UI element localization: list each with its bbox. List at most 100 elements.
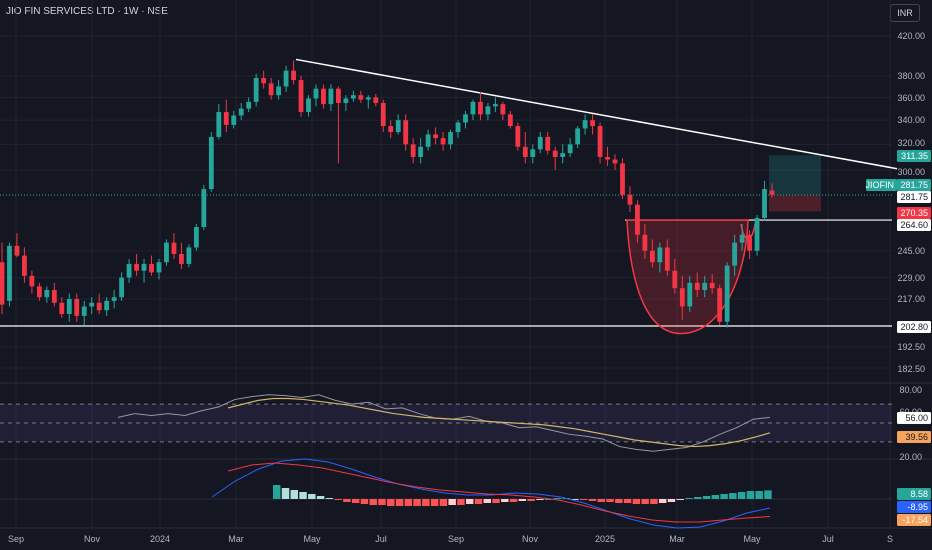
macd-histogram-bar [623, 499, 632, 503]
candle-body [134, 263, 139, 271]
candle-body [0, 262, 5, 305]
macd-histogram-bar [457, 499, 465, 505]
macd-histogram-bar [553, 498, 562, 499]
candle-body [657, 247, 663, 263]
candle-body [597, 126, 603, 157]
axes: Sep Nov 2024 Mar May Jul Sep Nov 2025 Mar May Jul S 4… [8, 31, 925, 544]
stop-price-label-bg [897, 207, 931, 219]
candle-body [732, 242, 738, 266]
candle-body [96, 302, 102, 311]
candle-body [545, 136, 551, 151]
macd-histogram-bar [711, 495, 720, 499]
macd-histogram-bar [694, 497, 702, 499]
macd-histogram-bar [702, 496, 711, 499]
macd-histogram-bar [413, 499, 421, 506]
candle-body [119, 277, 125, 298]
candle-body [485, 106, 491, 115]
candle-body [717, 288, 723, 322]
candle-body [440, 138, 446, 145]
y-tick-label: 192.50 [897, 342, 925, 352]
macd-histogram-bar [404, 499, 413, 506]
stop-price-label: 270.35 [900, 208, 928, 218]
signal-value-label-bg [897, 514, 931, 526]
candle-body [470, 101, 476, 115]
candle-body [694, 282, 700, 290]
candle-body [762, 189, 767, 218]
candle-body [612, 159, 618, 164]
y-tick-label: 245.00 [897, 246, 925, 256]
neckline-price-label-bg [897, 219, 931, 231]
resistance-trendline [295, 58, 898, 170]
macd-histogram-bar [685, 498, 693, 499]
candle-body [59, 302, 65, 315]
macd-histogram-bar [509, 499, 518, 502]
candle-body [156, 262, 162, 273]
entry-price-label: 281.75 [900, 192, 928, 202]
y-tick-label: 229.00 [897, 273, 925, 283]
x-tick-label: May [303, 534, 321, 544]
rsi-ma-line [227, 397, 771, 448]
candle-body [328, 88, 334, 105]
candle-body [702, 282, 708, 290]
y-tick-label: 217.00 [897, 294, 925, 304]
candle-body [111, 297, 117, 301]
candle-body [492, 104, 498, 107]
candles [0, 60, 775, 328]
macd-histogram-bar [325, 498, 334, 499]
candle-body [268, 83, 274, 96]
target-price-label: 311.35 [901, 151, 928, 161]
y-tick-label: 420.00 [897, 31, 925, 41]
macd-histogram-bar [641, 499, 649, 504]
candle-body [126, 263, 132, 278]
macd-histogram-bar [746, 491, 755, 499]
candle-body [44, 289, 50, 298]
candle-body [642, 234, 648, 251]
macd-histogram-bar [544, 499, 553, 500]
candle-body [649, 250, 655, 263]
candle-body [81, 306, 87, 316]
candle-body [605, 156, 610, 160]
candle-body [208, 136, 214, 190]
y-tick-label: 360.00 [897, 93, 925, 103]
entry-price-label-bg [897, 191, 931, 203]
chart-title: JIO FIN SERVICES LTD · 1W · NSE [6, 6, 168, 17]
candle-body [575, 128, 581, 145]
candle-body [365, 97, 371, 100]
macd-histogram-bar [387, 499, 395, 506]
macd-histogram-bar [308, 494, 316, 499]
x-tick-label: Nov [522, 534, 539, 544]
candle-body [66, 299, 72, 315]
macd-histogram-bar [729, 493, 737, 499]
candle-body [350, 95, 356, 99]
macd-histogram-bar [465, 499, 474, 504]
macd-histogram-bar [527, 499, 535, 501]
candle-body [672, 270, 678, 289]
y-tick-label: 182.50 [897, 364, 925, 374]
candle-body [36, 286, 42, 298]
candle-body [463, 114, 468, 123]
candle-body [186, 247, 192, 264]
candle-body [141, 263, 147, 271]
candle-body [679, 288, 685, 307]
rsi-band [0, 404, 892, 442]
candle-body [635, 204, 640, 235]
candle-body [253, 77, 259, 102]
candle-body [418, 146, 424, 157]
macd-histogram-bar [597, 499, 606, 502]
macd-histogram-bar [290, 490, 298, 499]
candle-body [627, 194, 633, 205]
candle-body [560, 153, 566, 157]
macd-histogram-bar [351, 499, 360, 503]
rsi-tick-label: 80.00 [899, 385, 922, 395]
macd-histogram-bar [606, 499, 614, 502]
candle-body [283, 70, 289, 87]
candle-body [29, 275, 35, 287]
candle-body [321, 88, 326, 105]
candle-body [739, 234, 745, 243]
macd-histogram-bar [764, 490, 772, 499]
macd-histogram-bar [316, 496, 325, 499]
macd-histogram-bar [483, 499, 491, 503]
candle-body [22, 255, 27, 276]
candle-body [507, 114, 513, 127]
